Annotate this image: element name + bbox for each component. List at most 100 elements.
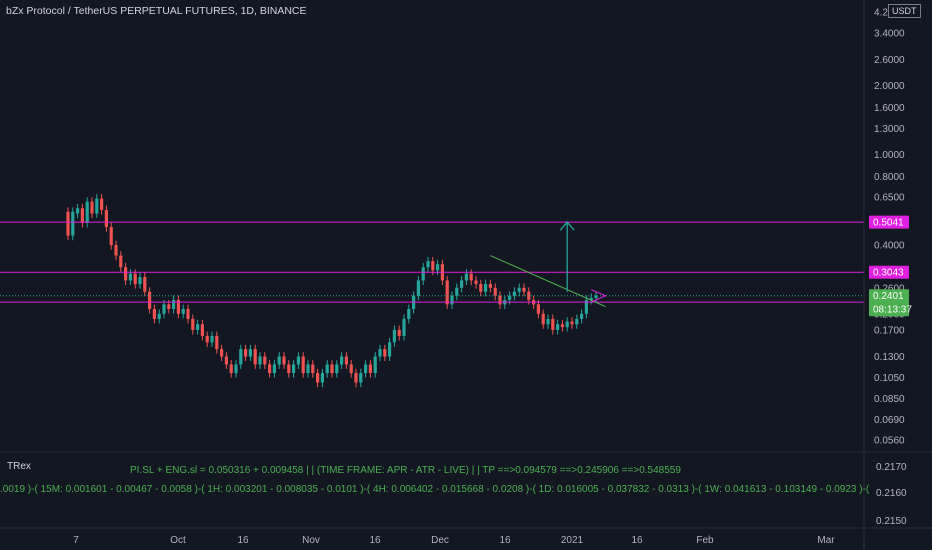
candle [344, 352, 348, 370]
candle [80, 203, 84, 228]
candle [186, 304, 190, 324]
candle [445, 276, 449, 309]
candle [460, 276, 464, 293]
candle [316, 368, 320, 388]
candle-body [508, 295, 512, 300]
candle [594, 291, 598, 303]
candle-body [325, 364, 329, 374]
candle-body [95, 198, 99, 214]
candle [301, 352, 305, 378]
candle-body [239, 349, 243, 365]
candle [296, 352, 300, 370]
price-tick-label: 2.6000 [874, 55, 905, 66]
candle-body [133, 273, 137, 285]
candle [306, 360, 310, 378]
candle-body [119, 255, 123, 268]
time-tick-label: Dec [431, 535, 449, 546]
candle [340, 352, 344, 370]
candle-body [551, 318, 555, 330]
price-tick-label: 0.6500 [874, 192, 905, 203]
candle [104, 205, 108, 232]
candle [575, 314, 579, 329]
candle-body [335, 364, 339, 374]
candle-body [200, 324, 204, 336]
level-price-tag-label: 0.3043 [873, 268, 904, 279]
candle-body [292, 364, 296, 374]
candle [215, 331, 219, 354]
candle-body [268, 364, 272, 374]
target-arrow-head [559, 221, 575, 231]
candle-body [397, 329, 401, 336]
candle-body [402, 318, 406, 336]
time-tick-label: Oct [170, 535, 186, 546]
indicator-price-axis[interactable]: 0.2170 0.2160 0.2150 [876, 462, 907, 527]
candle [551, 314, 555, 335]
candle [66, 207, 70, 241]
candle [196, 319, 200, 335]
time-tick-label: 2021 [561, 535, 584, 546]
candle-body [85, 201, 89, 223]
candle-body [560, 324, 564, 328]
candle-body [148, 291, 152, 309]
candle-body [330, 364, 334, 374]
price-tick-label: 1.6000 [874, 103, 905, 114]
candle [421, 262, 425, 286]
time-tick-label: 16 [369, 535, 381, 546]
time-axis[interactable]: 7 Oct 16 Nov 16 Dec 16 2021 16 Feb Mar [73, 535, 835, 546]
candle-body [152, 308, 156, 319]
candle-body [575, 318, 579, 325]
candle [90, 197, 94, 219]
candle-body [124, 267, 128, 281]
candle-body [416, 280, 420, 296]
candle [138, 272, 142, 289]
candle-body [258, 356, 262, 365]
candle-body [565, 321, 569, 328]
candle [397, 325, 401, 341]
indicator-info-line-2: .0019 )-( 15M: 0.001601 - 0.00467 - 0.00… [0, 484, 870, 495]
candle [330, 360, 334, 378]
candle-body [392, 329, 396, 343]
candle-body [272, 364, 276, 374]
indicator-name[interactable]: TRex [7, 461, 31, 472]
candle-body [196, 324, 200, 330]
indicator-tick-label: 0.2150 [876, 516, 907, 527]
candle-body [383, 349, 387, 357]
level-price-tag [869, 265, 909, 279]
candle [388, 337, 392, 362]
candle [546, 314, 550, 329]
candle [335, 360, 339, 378]
candle-body [128, 273, 132, 281]
candle-body [66, 211, 70, 236]
candle [157, 309, 161, 324]
candle [114, 240, 118, 261]
candle-body [407, 308, 411, 319]
time-tick-label: 16 [237, 535, 249, 546]
candle-body [224, 356, 228, 365]
currency-unit-button[interactable]: USDT [888, 4, 921, 18]
price-tick-label: 3.4000 [874, 28, 905, 39]
indicator-tick-label: 0.2160 [876, 488, 907, 499]
level-price-tag [869, 215, 909, 229]
time-tick-label: Feb [696, 535, 714, 546]
candle-body [493, 287, 497, 296]
candle-body [580, 313, 584, 319]
candle [450, 291, 454, 309]
candle-body [359, 373, 363, 383]
candle-body [378, 349, 382, 357]
candle [359, 368, 363, 388]
candle [512, 287, 516, 301]
candle [479, 279, 483, 297]
candle-body [450, 295, 454, 305]
candle-body [594, 295, 598, 298]
candle [210, 331, 214, 347]
candle-body [354, 373, 358, 383]
candle [124, 262, 128, 286]
candle [517, 283, 521, 297]
candle [229, 360, 233, 378]
price-tick-label: 1.3000 [874, 124, 905, 135]
candle-body [114, 245, 118, 256]
candle [234, 360, 238, 378]
candle-body [191, 318, 195, 330]
candle-body [556, 324, 560, 330]
